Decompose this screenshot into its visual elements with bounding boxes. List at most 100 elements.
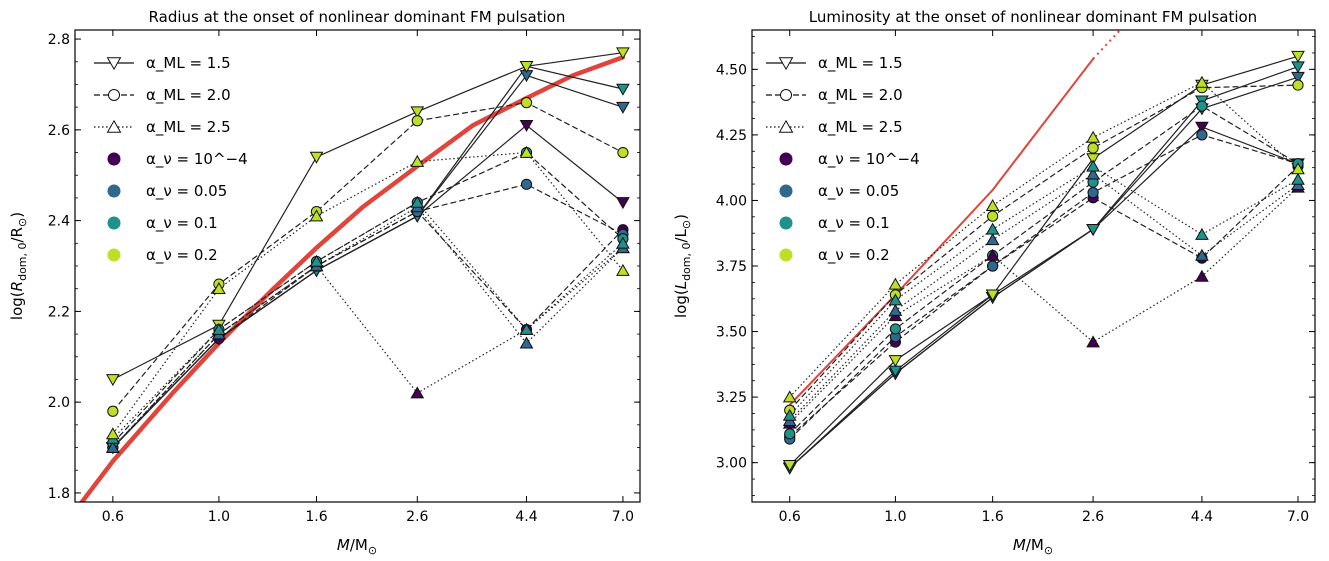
y-tick-label: 2.6 bbox=[48, 123, 70, 139]
data-point bbox=[784, 428, 796, 440]
data-point bbox=[411, 115, 423, 127]
data-point bbox=[889, 323, 902, 335]
series-line bbox=[112, 151, 624, 444]
data-point bbox=[309, 254, 324, 267]
data-point bbox=[616, 236, 630, 249]
legend-dot bbox=[779, 152, 793, 166]
y-tick-label: 2.8 bbox=[48, 32, 70, 48]
data-point bbox=[782, 390, 797, 403]
data-point bbox=[1292, 79, 1304, 91]
y-tick-label: 2.0 bbox=[48, 395, 70, 411]
data-point bbox=[1195, 121, 1209, 134]
series-line bbox=[789, 81, 1299, 398]
legend-label: α_ML = 1.5 bbox=[146, 54, 231, 73]
data-point bbox=[519, 145, 534, 158]
data-point bbox=[782, 459, 797, 472]
data-point bbox=[985, 198, 1000, 211]
x-tick-label: 0.6 bbox=[102, 509, 124, 525]
data-point bbox=[520, 97, 533, 109]
y-tick-label: 3.50 bbox=[716, 325, 747, 341]
y-tick-label: 1.8 bbox=[48, 486, 70, 502]
luminosity-fit-curve bbox=[788, 30, 1122, 406]
data-point bbox=[888, 277, 903, 290]
radius-xlabel: M/M⊙ bbox=[337, 536, 377, 557]
y-tick-label: 4.00 bbox=[716, 193, 747, 209]
radius-ylabel: log(Rdom, 0/R⊙) bbox=[8, 212, 29, 320]
data-point bbox=[212, 322, 226, 335]
data-point bbox=[1087, 186, 1099, 199]
radius-plot-frame bbox=[74, 29, 641, 503]
data-point bbox=[520, 178, 533, 190]
data-point bbox=[105, 427, 120, 440]
series-line bbox=[789, 134, 1299, 440]
data-point bbox=[888, 303, 903, 316]
legend-dot bbox=[107, 152, 121, 166]
data-point bbox=[309, 209, 324, 222]
x-tick-label: 0.6 bbox=[779, 509, 801, 525]
data-point bbox=[107, 405, 119, 417]
data-point bbox=[410, 386, 425, 399]
x-tick-label: 1.6 bbox=[305, 509, 327, 525]
data-point bbox=[985, 222, 1000, 235]
legend-marker bbox=[106, 119, 122, 133]
data-point bbox=[888, 355, 903, 368]
data-point bbox=[985, 248, 1000, 261]
data-point bbox=[1291, 61, 1305, 74]
data-point bbox=[888, 293, 903, 306]
luminosity-ticks: 0.6 1.0 1.6 2.6 4.4 7.0 3.00 3.25 3.50 3.75 4.00 4.… bbox=[716, 30, 1315, 525]
data-point bbox=[1196, 129, 1208, 141]
legend-marker bbox=[778, 57, 794, 71]
luminosity-series-lines bbox=[789, 55, 1299, 469]
data-point bbox=[987, 210, 999, 222]
legend-marker bbox=[107, 88, 121, 102]
legend-label: α_ML = 2.5 bbox=[818, 118, 903, 137]
y-tick-label: 2.2 bbox=[48, 304, 70, 320]
legend-label: α_ν = 10^−4 bbox=[146, 150, 248, 169]
legend-label: α_ML = 2.0 bbox=[818, 86, 903, 105]
data-point bbox=[987, 260, 999, 272]
data-point bbox=[1086, 153, 1100, 166]
legend-label: α_ν = 0.2 bbox=[146, 246, 218, 265]
series-line bbox=[789, 165, 1299, 437]
data-point bbox=[1195, 227, 1209, 240]
data-point bbox=[1086, 223, 1100, 236]
data-point bbox=[410, 195, 425, 208]
series-line bbox=[112, 124, 624, 448]
series-line bbox=[112, 206, 624, 448]
series-line bbox=[789, 126, 1299, 469]
x-tick-label: 7.0 bbox=[1287, 509, 1309, 525]
legend-marker bbox=[779, 88, 793, 102]
luminosity-plot-frame bbox=[751, 29, 1316, 503]
series-line bbox=[112, 52, 623, 381]
data-point bbox=[1195, 248, 1209, 261]
series-line bbox=[789, 76, 1299, 469]
luminosity-chart-title: Luminosity at the onset of nonlinear dom… bbox=[809, 8, 1257, 26]
data-point bbox=[1086, 159, 1100, 172]
data-point bbox=[782, 408, 797, 421]
x-tick-label: 1.6 bbox=[982, 509, 1004, 525]
data-point bbox=[519, 120, 534, 133]
data-point bbox=[519, 336, 534, 349]
data-point bbox=[616, 101, 630, 114]
luminosity-ylabel: log(Ldom, 0/L⊙) bbox=[672, 214, 693, 318]
x-tick-label: 2.6 bbox=[406, 509, 428, 525]
svg-text:M/M⊙: M/M⊙ bbox=[337, 536, 377, 557]
luminosity-xlabel: M/M⊙ bbox=[1013, 536, 1053, 557]
luminosity-panel: Luminosity at the onset of nonlinear dom… bbox=[672, 8, 1316, 557]
svg-text:log(Ldom, 0/L⊙): log(Ldom, 0/L⊙) bbox=[672, 214, 693, 318]
x-tick-label: 1.0 bbox=[208, 509, 230, 525]
y-tick-label: 4.25 bbox=[716, 128, 747, 144]
radius-panel: Radius at the onset of nonlinear dominan… bbox=[8, 8, 641, 557]
x-tick-label: 2.6 bbox=[1082, 509, 1104, 525]
data-point bbox=[105, 374, 120, 387]
y-tick-label: 3.25 bbox=[716, 390, 747, 406]
data-point bbox=[519, 322, 534, 335]
data-point bbox=[105, 440, 120, 453]
svg-text:log(Rdom, 0/R⊙): log(Rdom, 0/R⊙) bbox=[8, 212, 29, 320]
legend-label: α_ML = 2.5 bbox=[146, 118, 231, 137]
legend-dot bbox=[107, 216, 121, 230]
data-point bbox=[1291, 50, 1305, 63]
series-line bbox=[112, 210, 624, 448]
y-tick-label: 3.75 bbox=[716, 259, 747, 275]
